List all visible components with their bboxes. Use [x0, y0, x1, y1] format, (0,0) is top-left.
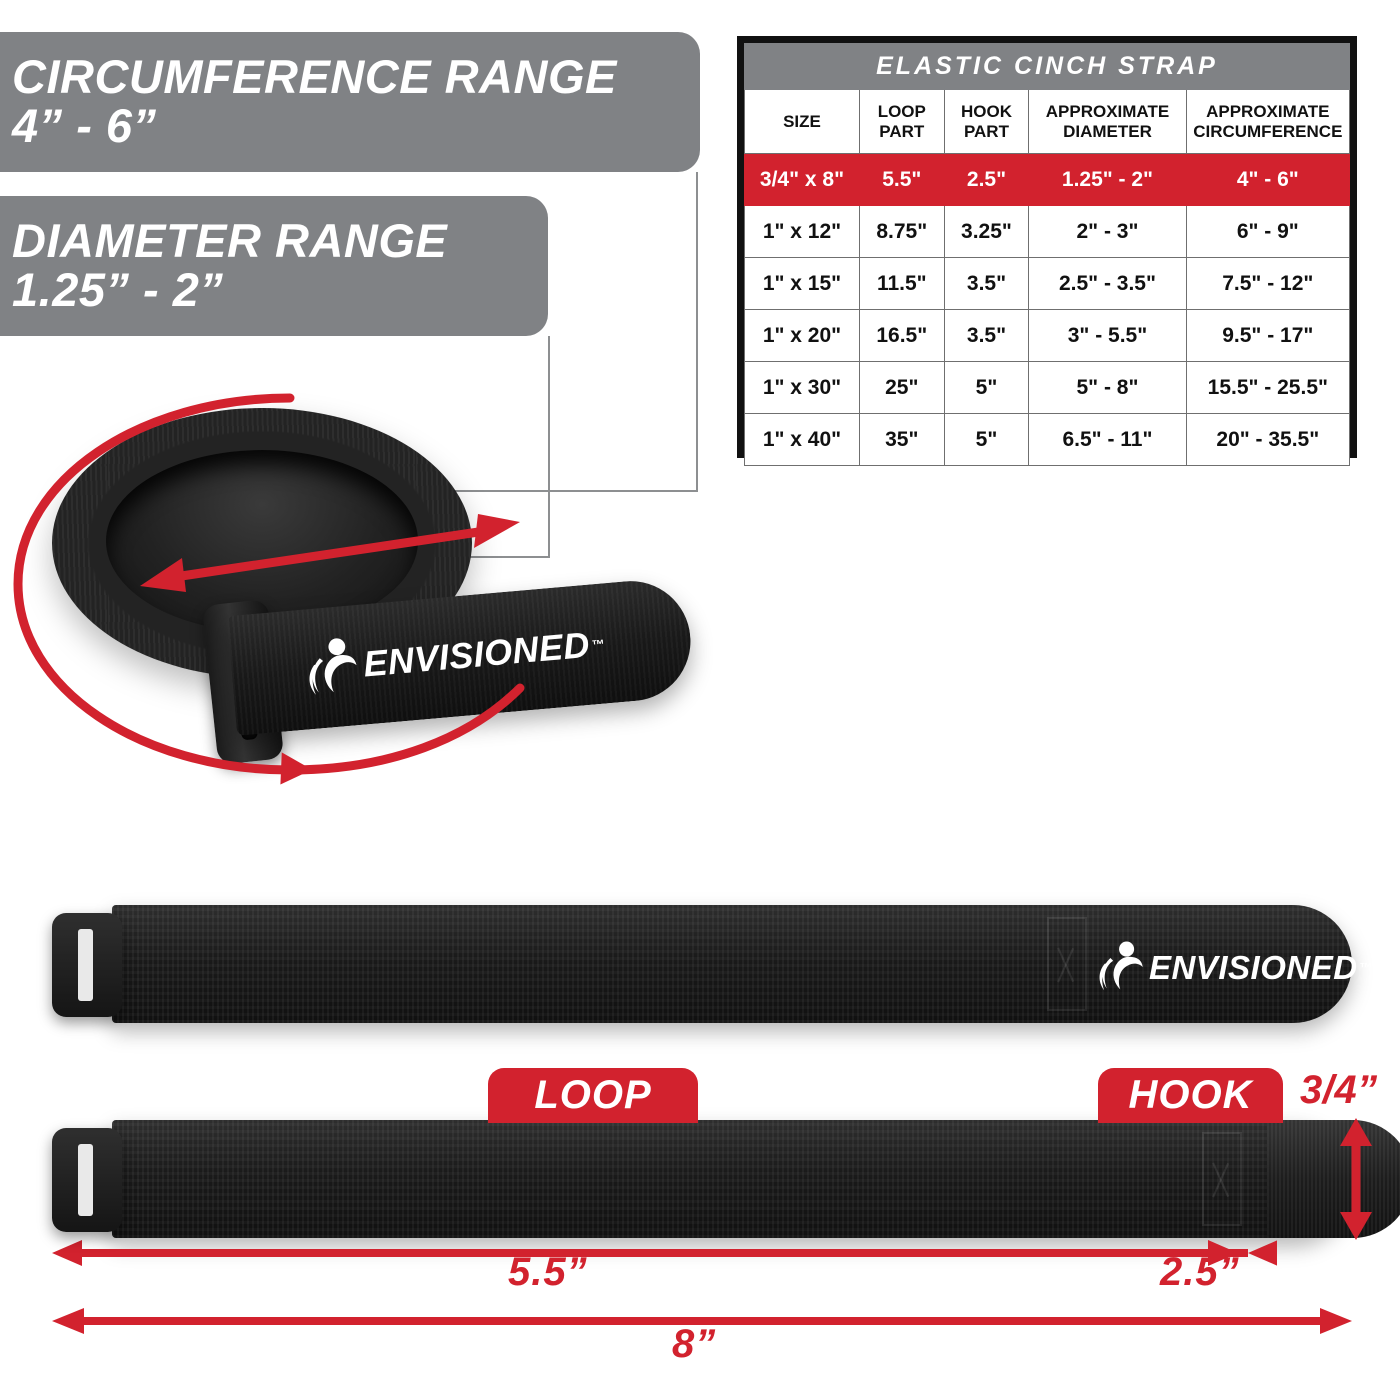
- strap-body-loop-section: [112, 1120, 1352, 1238]
- cell-loop: 11.5": [858, 257, 945, 310]
- coiled-strap-photo: ENVISIONED ™: [10, 380, 696, 830]
- column-header-approximate-diameter: APPROXIMATE DIAMETER: [1028, 89, 1187, 154]
- brand-wordmark: ENVISIONED: [1149, 948, 1358, 986]
- callout-diameter-title: DIAMETER RANGE: [12, 214, 448, 268]
- table-row: 1" x 40" 35" 5" 6.5" - 11" 20" - 35.5": [744, 413, 1351, 466]
- cell-diameter: 2" - 3": [1028, 205, 1187, 258]
- dimension-label-width: 3/4”: [1300, 1068, 1378, 1112]
- leader-line-circumference-horizontal: [424, 490, 698, 492]
- cell-hook: 3.5": [943, 309, 1030, 362]
- strap-stitch-icon: [1047, 917, 1087, 1011]
- table-title-row: ELASTIC CINCH STRAP: [744, 43, 1350, 90]
- table-title: ELASTIC CINCH STRAP: [744, 43, 1350, 90]
- trademark-symbol: ™: [1359, 959, 1373, 975]
- cell-hook: 2.5": [943, 153, 1030, 206]
- table-row: 1" x 12" 8.75" 3.25" 2" - 3" 6" - 9": [744, 205, 1351, 258]
- cell-size: 3/4" x 8": [744, 153, 860, 206]
- cell-size: 1" x 30": [744, 361, 860, 414]
- cell-circumference: 7.5" - 12": [1185, 257, 1351, 310]
- flat-strap-bottom: [52, 1120, 1400, 1248]
- cell-size: 1" x 40": [744, 413, 860, 466]
- table-row: 1" x 15" 11.5" 3.5" 2.5" - 3.5" 7.5" - 1…: [744, 257, 1351, 310]
- column-header-approximate-circumference: APPROXIMATE CIRCUMFERENCE: [1185, 89, 1351, 154]
- strap-buckle-icon: [52, 913, 122, 1017]
- cell-loop: 25": [858, 361, 945, 414]
- width-dimension-arrow-icon: [1340, 1118, 1372, 1240]
- cell-loop: 5.5": [858, 153, 945, 206]
- column-header-hook-line2: PART: [963, 121, 1009, 141]
- envisioned-figure-icon: [309, 638, 357, 695]
- cell-size: 1" x 12": [744, 205, 860, 258]
- size-chart-table: ELASTIC CINCH STRAP SIZE LOOP PART HOOK …: [744, 43, 1351, 466]
- cell-loop: 8.75": [858, 205, 945, 258]
- cell-circumference: 20" - 35.5": [1185, 413, 1351, 466]
- cell-hook: 3.25": [943, 205, 1030, 258]
- cell-diameter: 5" - 8": [1028, 361, 1187, 414]
- column-header-diameter-line1: APPROXIMATE: [1045, 102, 1170, 122]
- cell-diameter: 1.25" - 2": [1028, 153, 1187, 206]
- trademark-symbol: ™: [591, 635, 606, 653]
- cell-size: 1" x 15": [744, 257, 860, 310]
- column-header-diameter-line2: DIAMETER: [1063, 121, 1152, 141]
- strap-buckle-icon: [52, 1128, 122, 1232]
- column-header-circumference-line1: APPROXIMATE: [1206, 102, 1330, 122]
- leader-line-circumference-vertical: [696, 172, 698, 492]
- strap-body: [112, 905, 1352, 1023]
- callout-circumference-range: CIRCUMFERENCE RANGE 4” - 6”: [0, 32, 700, 172]
- envisioned-figure-icon: [1099, 941, 1143, 991]
- cell-circumference: 6" - 9": [1185, 205, 1351, 258]
- table-header-row: SIZE LOOP PART HOOK PART APPROXIMATE DIA…: [744, 89, 1351, 154]
- leader-line-diameter-vertical: [548, 336, 550, 558]
- dimension-label-hook-length: 2.5”: [1160, 1250, 1240, 1294]
- cell-loop: 16.5": [858, 309, 945, 362]
- column-header-size: SIZE: [744, 89, 860, 154]
- table-row: 1" x 30" 25" 5" 5" - 8" 15.5" - 25.5": [744, 361, 1351, 414]
- cell-loop: 35": [858, 413, 945, 466]
- cell-circumference: 9.5" - 17": [1185, 309, 1351, 362]
- flat-strap-top: ENVISIONED ™: [52, 905, 1373, 1033]
- brand-logo-coil: ENVISIONED ™: [303, 613, 607, 701]
- column-header-hook-part: HOOK PART: [943, 89, 1030, 154]
- strap-stitch-icon: [1202, 1132, 1242, 1226]
- column-header-loop-line1: LOOP: [877, 102, 926, 122]
- column-header-loop-line2: PART: [879, 121, 925, 141]
- spec-table: ELASTIC CINCH STRAP SIZE LOOP PART HOOK …: [737, 36, 1357, 466]
- callout-circumference-value: 4” - 6”: [12, 99, 157, 152]
- strap-hook-section: [1267, 1120, 1400, 1238]
- cell-hook: 5": [943, 413, 1030, 466]
- cell-circumference: 15.5" - 25.5": [1185, 361, 1351, 414]
- column-header-size-line1: SIZE: [783, 111, 821, 131]
- dimension-label-loop-length: 5.5”: [508, 1250, 588, 1294]
- cell-diameter: 2.5" - 3.5": [1028, 257, 1187, 310]
- column-header-loop-part: LOOP PART: [858, 89, 945, 154]
- cell-diameter: 6.5" - 11": [1028, 413, 1187, 466]
- column-header-hook-line1: HOOK: [960, 102, 1012, 122]
- cell-circumference: 4" - 6": [1185, 153, 1351, 206]
- cell-hook: 5": [943, 361, 1030, 414]
- column-header-circumference-line2: CIRCUMFERENCE: [1193, 121, 1343, 141]
- table-row: 1" x 20" 16.5" 3.5" 3" - 5.5" 9.5" - 17": [744, 309, 1351, 362]
- brand-wordmark: ENVISIONED: [361, 623, 592, 685]
- badge-loop: LOOP: [488, 1068, 698, 1123]
- callout-diameter-value: 1.25” - 2”: [12, 263, 224, 316]
- cell-diameter: 3" - 5.5": [1028, 309, 1187, 362]
- badge-hook: HOOK: [1098, 1068, 1283, 1123]
- callout-diameter-range: DIAMETER RANGE 1.25” - 2”: [0, 196, 548, 336]
- table-row: 3/4" x 8" 5.5" 2.5" 1.25" - 2" 4" - 6": [744, 153, 1351, 206]
- cell-hook: 3.5": [943, 257, 1030, 310]
- callout-circumference-title: CIRCUMFERENCE RANGE: [12, 50, 617, 104]
- dimension-label-total-length: 8”: [672, 1322, 717, 1366]
- cell-size: 1" x 20": [744, 309, 860, 362]
- brand-logo-top-strap: ENVISIONED ™: [1097, 939, 1373, 995]
